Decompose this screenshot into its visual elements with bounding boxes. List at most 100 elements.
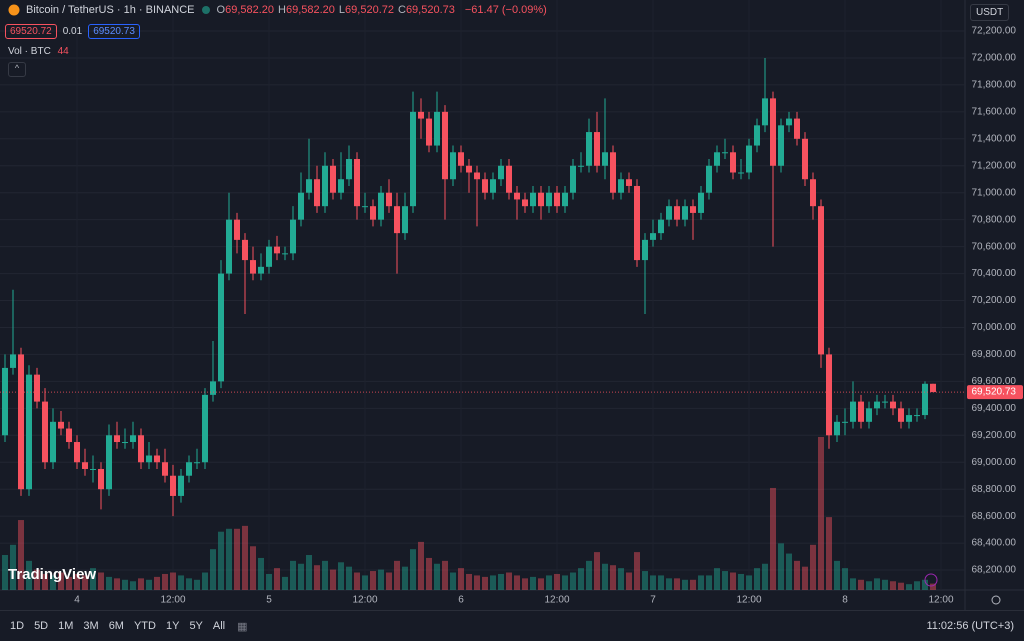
ask[interactable]: 69520.73 xyxy=(88,24,140,39)
candle-body xyxy=(746,145,752,173)
volume-bar xyxy=(74,573,80,590)
toolbar: 1D 5D 1M 3M 6M YTD 1Y 5Y All ▦ 11:02:56 (UTC+3) xyxy=(0,610,1024,641)
candle-body xyxy=(674,206,680,220)
volume-bar xyxy=(538,578,544,590)
candle-body xyxy=(490,179,496,193)
volume-bar xyxy=(274,568,280,590)
candle-body xyxy=(634,185,640,261)
candle-body xyxy=(258,266,264,274)
y-tick-label: 69,400.00 xyxy=(972,403,1017,414)
range-button[interactable]: 5D xyxy=(34,620,49,632)
volume-bar xyxy=(266,573,272,590)
volume-bar xyxy=(490,575,496,590)
candle-body xyxy=(898,408,904,422)
volume-bar xyxy=(314,565,320,590)
candle-body xyxy=(162,462,168,476)
volume-bar xyxy=(354,572,360,590)
volume-bar xyxy=(306,555,312,590)
candle-body xyxy=(122,442,128,444)
x-tick-label: 8 xyxy=(842,595,848,606)
volume-bar xyxy=(290,560,296,590)
volume-bar xyxy=(362,575,368,590)
candle-body xyxy=(658,219,664,234)
currency[interactable]: USDT xyxy=(970,4,1010,21)
last-price-label: 69,520.73 xyxy=(972,387,1017,398)
collapse-button[interactable]: ^ xyxy=(8,62,26,77)
volume-bar xyxy=(258,557,264,590)
bid[interactable]: 69520.72 xyxy=(5,24,57,39)
volume-bar xyxy=(818,436,824,590)
candle-body xyxy=(706,165,712,193)
range-button[interactable]: 1D xyxy=(10,620,25,632)
calendar-icon[interactable]: ▦ xyxy=(237,620,248,633)
volume-bar xyxy=(754,568,760,590)
y-tick-label: 71,400.00 xyxy=(972,133,1017,144)
candle-body xyxy=(106,435,112,490)
candle-body xyxy=(410,111,416,207)
volume-bar xyxy=(194,579,200,590)
volume-bar xyxy=(474,575,480,590)
last-price-box xyxy=(967,385,1023,400)
candle-body xyxy=(482,179,488,193)
y-tick-label: 70,400.00 xyxy=(972,268,1017,279)
y-tick-label: 68,600.00 xyxy=(972,511,1017,522)
candle-body xyxy=(882,401,888,403)
volume-bar xyxy=(162,573,168,590)
y-tick-label: 68,200.00 xyxy=(972,565,1017,576)
range-button[interactable]: 5Y xyxy=(189,620,203,632)
volume-bar xyxy=(674,578,680,590)
candle-body xyxy=(82,462,88,469)
candle-body xyxy=(90,468,96,470)
volume-bar xyxy=(690,579,696,590)
volume-bar xyxy=(98,572,104,590)
volume-bar xyxy=(746,575,752,590)
candle-body xyxy=(242,239,248,261)
candle-body xyxy=(402,206,408,234)
volume-bar xyxy=(410,549,416,590)
candle-body xyxy=(114,435,120,443)
range-button[interactable]: 6M xyxy=(108,620,124,632)
range-button[interactable]: 1M xyxy=(58,620,74,632)
volume-title: Vol · BTC xyxy=(8,46,51,57)
ohlc-key: L xyxy=(338,4,346,16)
candle-body xyxy=(586,132,592,166)
volume-bar xyxy=(714,568,720,590)
candle-body xyxy=(442,111,448,180)
volume-bar xyxy=(114,578,120,590)
candle-body xyxy=(754,125,760,146)
candle-body xyxy=(74,442,80,463)
y-tick-label: 71,800.00 xyxy=(972,80,1017,91)
ohlc-key: C xyxy=(397,4,406,16)
candle-body xyxy=(858,401,864,422)
volume-bar xyxy=(530,576,536,590)
x-tick-label: 7 xyxy=(650,595,656,606)
candle-body xyxy=(522,199,528,207)
range-button[interactable]: 3M xyxy=(83,620,99,632)
volume-bar xyxy=(578,568,584,590)
range-button[interactable]: All xyxy=(212,620,226,632)
volume-bar xyxy=(90,568,96,590)
volume-bar xyxy=(858,579,864,590)
x-tick-label: 12:00 xyxy=(544,595,569,606)
volume-bar xyxy=(562,575,568,590)
candle-body xyxy=(714,152,720,166)
candle-body xyxy=(602,152,608,166)
candle-body xyxy=(186,462,192,476)
volume-bar xyxy=(450,572,456,590)
range-button[interactable]: 1Y xyxy=(165,620,180,632)
ohlc-value: 69,520.72 xyxy=(345,4,394,16)
volume-bar xyxy=(386,572,392,590)
candle-body xyxy=(786,118,792,126)
volume-bar xyxy=(554,573,560,590)
candle-body xyxy=(202,394,208,463)
symbol: Bitcoin / TetherUS · 1h · BINANCE xyxy=(26,4,195,16)
volume-bar xyxy=(738,573,744,590)
candles xyxy=(2,57,936,590)
volume-bar xyxy=(898,582,904,590)
range-button[interactable]: YTD xyxy=(133,620,156,632)
candle-body xyxy=(530,192,536,207)
candle-body xyxy=(322,165,328,207)
candle-body xyxy=(426,118,432,146)
ohlc-value: 69,520.73 xyxy=(405,4,455,16)
y-tick-label: 70,600.00 xyxy=(972,241,1017,252)
